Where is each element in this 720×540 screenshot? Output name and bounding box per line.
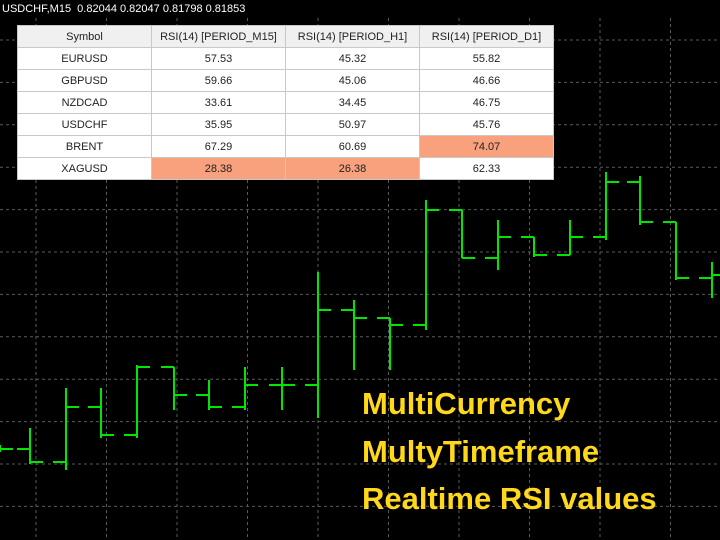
chart-header: USDCHF,M15 0.82044 0.82047 0.81798 0.818… xyxy=(2,3,246,15)
table-row: NZDCAD 33.61 34.45 46.75 xyxy=(17,91,554,114)
symbol-cell: NZDCAD xyxy=(17,91,152,114)
symbol-cell: XAGUSD xyxy=(17,157,152,180)
rsi-cell: 26.38 xyxy=(285,157,420,180)
table-row: XAGUSD 28.38 26.38 62.33 xyxy=(17,157,554,180)
overlay-line: MultyTimeframe xyxy=(362,433,600,469)
rsi-cell: 74.07 xyxy=(419,135,554,158)
overlay-line: MultiCurrency xyxy=(362,386,571,421)
ohlc-bar xyxy=(485,220,511,270)
ohlc-bar xyxy=(161,366,187,410)
rsi-cell: 57.53 xyxy=(151,47,286,70)
rsi-cell: 59.66 xyxy=(151,69,286,92)
column-header: RSI(14) [PERIOD_M15] xyxy=(151,25,286,48)
rsi-cell: 45.76 xyxy=(419,113,554,136)
rsi-cell: 45.06 xyxy=(285,69,420,92)
table-row: EURUSD 57.53 45.32 55.82 xyxy=(17,47,554,70)
column-header: RSI(14) [PERIOD_H1] xyxy=(285,25,420,48)
overlay-line: Realtime RSI values xyxy=(362,481,657,516)
rsi-cell: 45.32 xyxy=(285,47,420,70)
rsi-cell: 55.82 xyxy=(419,47,554,70)
symbol-cell: USDCHF xyxy=(17,113,152,136)
ohlc-bar xyxy=(413,200,439,330)
ohlc-bar xyxy=(305,272,331,418)
rsi-table: Symbol RSI(14) [PERIOD_M15] RSI(14) [PERIO… xyxy=(17,25,554,180)
ohlc-bar xyxy=(557,220,583,256)
ohlc-bar xyxy=(88,388,114,438)
rsi-cell: 35.95 xyxy=(151,113,286,136)
ohlc-bar xyxy=(377,317,403,370)
table-row: GBPUSD 59.66 45.06 46.66 xyxy=(17,69,554,92)
symbol-cell: EURUSD xyxy=(17,47,152,70)
ohlc-bar xyxy=(627,176,653,225)
header-row: Symbol RSI(14) [PERIOD_M15] RSI(14) [PERIO… xyxy=(17,25,554,48)
ohlc-bar xyxy=(521,236,547,257)
table-row: USDCHF 35.95 50.97 45.76 xyxy=(17,113,554,136)
rsi-cell: 33.61 xyxy=(151,91,286,114)
ohlc-bar xyxy=(663,221,689,280)
column-header: Symbol xyxy=(17,25,152,48)
rsi-cell: 46.66 xyxy=(419,69,554,92)
ohlc-bar xyxy=(124,365,150,438)
rsi-cell: 46.75 xyxy=(419,91,554,114)
ohlc-bar xyxy=(0,445,13,452)
rsi-cell: 34.45 xyxy=(285,91,420,114)
symbol-cell: BRENT xyxy=(17,135,152,158)
symbol-cell: GBPUSD xyxy=(17,69,152,92)
table-row: BRENT 67.29 60.69 74.07 xyxy=(17,135,554,158)
ohlc-bar xyxy=(341,300,367,370)
ohlc-bar xyxy=(269,367,295,410)
rsi-cell: 28.38 xyxy=(151,157,286,180)
ohlc-bar xyxy=(17,428,43,464)
column-header: RSI(14) [PERIOD_D1] xyxy=(419,25,554,48)
ohlc-bar xyxy=(196,380,222,410)
ohlc-bar xyxy=(593,172,619,240)
ohlc-bar xyxy=(53,388,79,470)
overlay-text: MultiCurrency MultyTimeframe Realtime RSI … xyxy=(362,380,657,523)
ohlc-bar xyxy=(449,209,475,259)
rsi-cell: 50.97 xyxy=(285,113,420,136)
rsi-cell: 67.29 xyxy=(151,135,286,158)
rsi-cell: 60.69 xyxy=(285,135,420,158)
rsi-cell: 62.33 xyxy=(419,157,554,180)
ohlc-bar xyxy=(232,367,258,410)
ohlc-bar xyxy=(699,262,720,298)
